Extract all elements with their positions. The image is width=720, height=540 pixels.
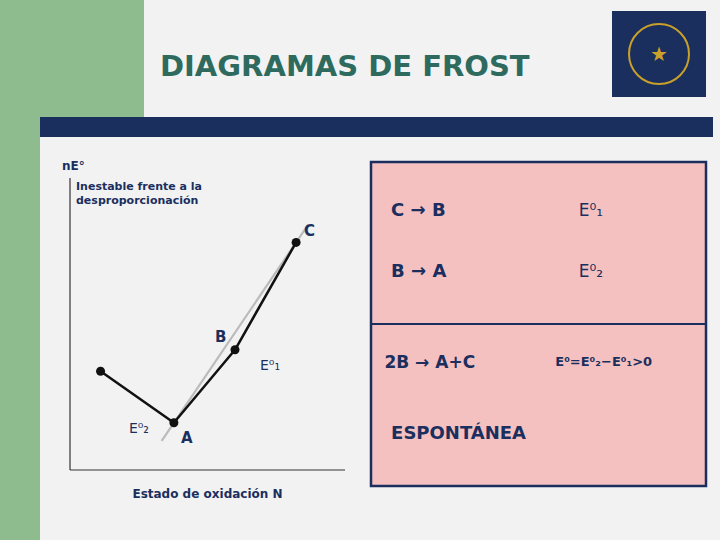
point [169,418,178,427]
logo-emblem [629,24,689,84]
point [96,367,105,376]
potential-label: E⁰₁ [260,357,280,373]
accent-block [0,0,144,135]
y-label: nE° [62,159,85,173]
title: DIAGRAMAS DE FROST [160,49,530,83]
point [292,238,301,247]
series-line [162,224,309,440]
box-text: E⁰=E⁰₂−E⁰₁>0 [555,354,652,369]
point [231,345,240,354]
note-line: desproporcionación [76,194,198,207]
series-line [101,242,297,422]
potential-label: E⁰₂ [129,420,149,436]
logo [612,11,706,97]
info-box [371,162,706,486]
x-axis [70,469,345,470]
plot-marks [96,224,308,440]
box-text: E⁰₂ [579,261,603,281]
slide: DIAGRAMAS DE FROST ★ nE° Estado de oxidació… [0,0,720,540]
x-label: Estado de oxidación N [132,487,282,501]
info-divider [371,323,706,325]
box-text: 2B → A+C [384,352,475,372]
note: Inestable frente a ladesproporcionación [76,180,202,207]
point-label: B [215,328,226,346]
header-bar [40,117,713,137]
point-label: A [181,429,193,447]
y-axis [69,178,70,470]
box-text: C → B [391,199,446,220]
background [0,0,720,540]
logo-star: ★ [650,42,668,66]
note-line: Inestable frente a la [76,180,202,193]
box-text: ESPONTÁNEA [391,422,526,443]
box-text: E⁰₁ [579,200,603,220]
box-text: B → A [391,260,446,281]
point-label: C [304,222,315,240]
